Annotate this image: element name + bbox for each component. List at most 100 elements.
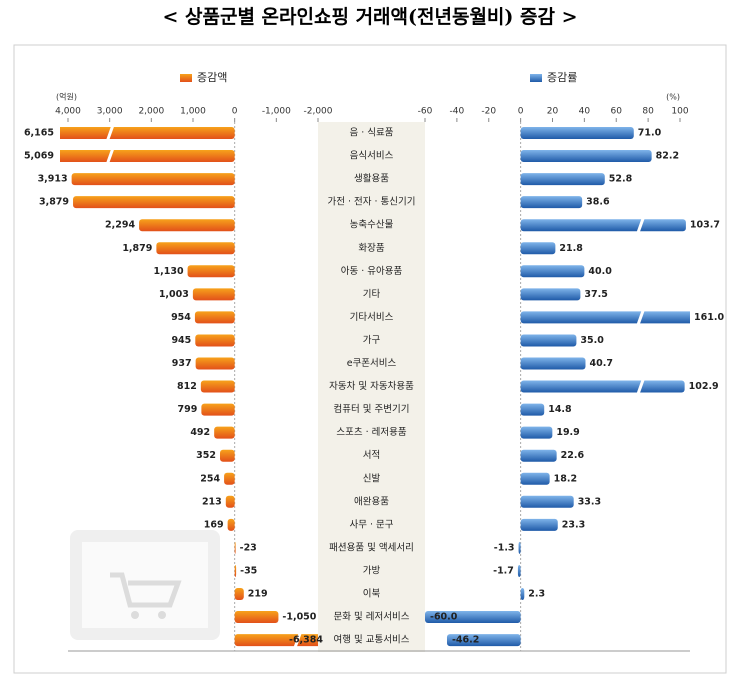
value-label: -1.7: [493, 565, 514, 576]
category-label: 농축수산물: [350, 220, 394, 231]
bar: [520, 380, 685, 393]
x-tick-label: -20: [481, 107, 496, 117]
category-label: 기타서비스: [350, 312, 394, 323]
bar: [195, 334, 235, 347]
value-label: 213: [202, 496, 222, 507]
bar: [520, 311, 690, 324]
bar: [234, 564, 237, 577]
x-tick-label: 0: [518, 107, 524, 117]
value-label: -46.2: [452, 635, 479, 646]
x-tick-label: 1,000: [180, 107, 206, 117]
x-tick-label: 80: [642, 107, 654, 117]
bar: [425, 611, 521, 624]
value-label: 40.7: [589, 358, 612, 369]
value-label: 23.3: [562, 519, 585, 530]
bar: [520, 150, 652, 163]
legend-label: 증감률: [547, 71, 577, 84]
bar: [520, 196, 583, 209]
axis-break: [636, 309, 645, 325]
bar: [520, 127, 634, 139]
value-label: 22.6: [561, 450, 585, 461]
value-label: -23: [240, 542, 257, 553]
value-label: 812: [177, 381, 197, 392]
value-label: 103.7: [690, 220, 720, 231]
bar: [520, 449, 557, 462]
bar: [192, 288, 235, 301]
x-tick-label: 2,000: [138, 107, 164, 117]
value-label: 3,913: [38, 174, 68, 185]
x-tick-label: 20: [547, 107, 559, 117]
cart-watermark: [70, 530, 220, 640]
category-label: 신발: [363, 473, 381, 484]
value-label: 219: [248, 589, 268, 600]
bar: [73, 196, 235, 209]
bar: [224, 472, 235, 485]
category-label: 서적: [363, 449, 380, 461]
axis-break: [106, 148, 115, 164]
bar: [220, 449, 235, 462]
legend-swatch: [530, 74, 542, 82]
bar: [200, 380, 235, 393]
value-label: 352: [196, 450, 216, 461]
category-label: 음 · 식료품: [349, 128, 393, 139]
x-tick-label: 0: [232, 107, 238, 117]
bar: [520, 219, 686, 232]
category-label: 패션용품 및 액세서리: [329, 541, 414, 553]
bar: [234, 588, 244, 600]
value-label: 21.8: [559, 243, 583, 254]
value-label: 492: [190, 427, 210, 438]
x-tick-label: 100: [671, 107, 688, 117]
bar: [234, 611, 279, 624]
category-label: 화장품: [358, 243, 384, 254]
axis-unit: (억원): [56, 92, 77, 102]
value-label: 254: [200, 473, 220, 484]
value-label: 3,879: [39, 197, 69, 208]
bar: [520, 426, 553, 439]
chart-title: < 상품군별 온라인쇼핑 거래액(전년동월비) 증감 >: [162, 6, 577, 28]
bar: [520, 288, 581, 301]
category-label: 가구: [363, 335, 381, 346]
axis-unit: (%): [666, 93, 680, 102]
value-label: 38.6: [586, 197, 610, 208]
bar: [520, 173, 605, 186]
value-label: 37.5: [584, 289, 607, 300]
category-label: 문화 및 레저서비스: [334, 611, 410, 623]
bar: [517, 564, 521, 577]
bar: [225, 495, 235, 508]
bar: [195, 357, 235, 370]
category-label: 생활용품: [354, 173, 389, 185]
value-label: -6,384: [289, 635, 323, 646]
category-label: 가방: [363, 565, 381, 576]
value-label: 169: [204, 519, 224, 530]
category-label: 자동차 및 자동차용품: [329, 380, 414, 392]
axis-break: [636, 379, 645, 395]
x-tick-label: 40: [579, 107, 591, 117]
x-tick-label: 60: [611, 107, 623, 117]
category-label: 컴퓨터 및 주변기기: [334, 403, 410, 415]
bar: [156, 242, 235, 255]
bar: [60, 127, 235, 139]
axis-break: [293, 632, 302, 648]
value-label: 52.8: [609, 174, 633, 185]
bar: [520, 334, 577, 347]
category-label: 음식서비스: [350, 151, 394, 162]
bar: [520, 357, 586, 370]
category-label: 이북: [363, 589, 381, 600]
value-label: 6,165: [24, 128, 54, 139]
x-tick-label: 4,000: [55, 107, 81, 117]
bar: [194, 311, 235, 324]
axis-break: [636, 217, 645, 233]
bar: [139, 219, 235, 232]
value-label: -1,050: [282, 612, 316, 623]
bar: [518, 541, 521, 554]
bar: [520, 265, 585, 278]
value-label: 71.0: [638, 128, 662, 139]
value-label: 799: [178, 404, 198, 415]
x-tick-label: -40: [450, 107, 465, 117]
bar: [187, 265, 235, 278]
value-label: 945: [171, 335, 191, 346]
legend-label: 증감액: [197, 71, 227, 84]
bars: [425, 127, 690, 647]
